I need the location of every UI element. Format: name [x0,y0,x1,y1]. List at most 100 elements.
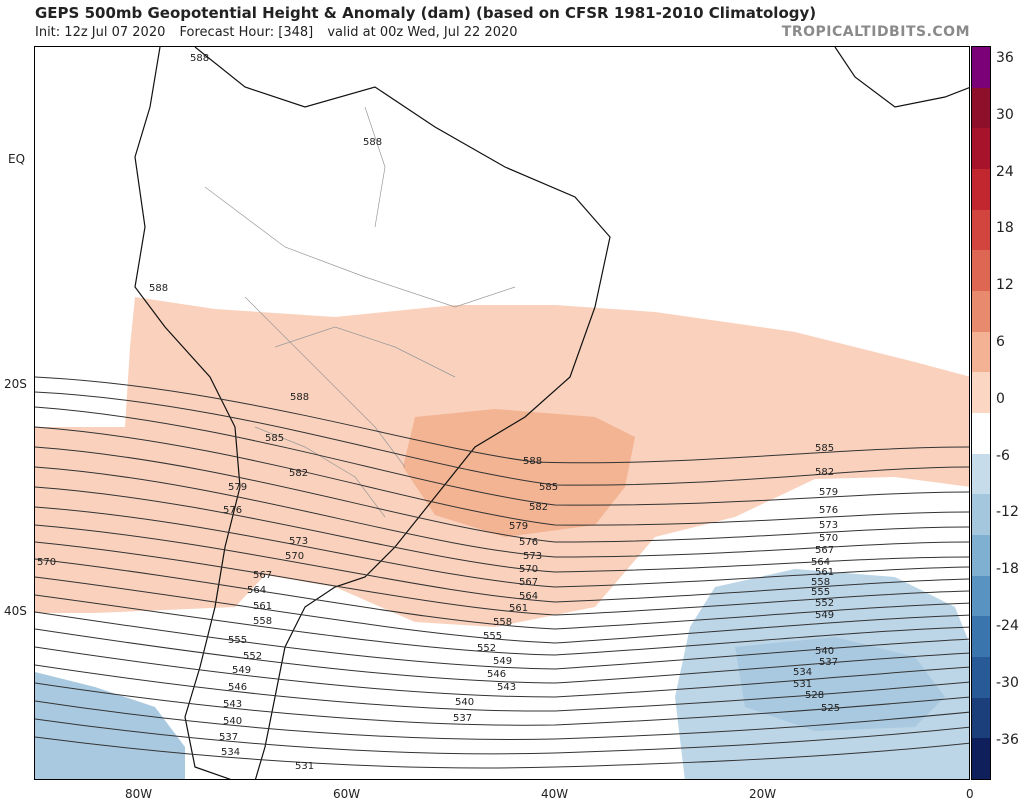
contour-label-right-8: 564 [811,557,830,568]
negative-anomaly-west [35,672,185,779]
colorbar-label: -12 [996,504,1019,521]
colorbar-label: -30 [996,674,1019,691]
map-canvas: 588 588 588 585 582 579 576 573 570 567 … [35,47,969,779]
contour-label-right-9: 561 [815,567,834,578]
contour-label-left-6: 573 [289,536,308,547]
contour-label-left-2: 585 [265,433,284,444]
contour-label-left-1: 588 [290,392,309,403]
lat-label-eq: EQ [8,152,26,166]
anomaly-colorbar [971,46,991,780]
contour-label-right-7: 567 [815,545,834,556]
contour-label-left-17: 543 [223,699,242,710]
forecast-hour: Forecast Hour: [348] [179,25,314,40]
contour-label-right-10: 558 [811,577,830,588]
colorbar-segment [972,616,990,658]
contour-label-center-1: 588 [523,456,542,467]
contour-label-right-15: 537 [819,657,838,668]
contour-label-center-15: 546 [487,669,506,680]
lon-label-20w: 20W [749,787,777,801]
lon-label-40w: 40W [541,787,569,801]
contour-label-right-5: 573 [819,520,838,531]
contour-label-left-18: 540 [223,716,242,727]
contour-label-center-8: 567 [519,577,538,588]
colorbar-segment [972,657,990,699]
contour-label-right-14: 540 [815,646,834,657]
contour-label-center-6: 573 [523,551,542,562]
contour-label-left-10: 564 [247,585,266,596]
colorbar-label: 36 [996,50,1014,66]
contour-label-left-7: 570 [285,551,304,562]
colorbar-segment [972,535,990,577]
contour-label-right-19: 525 [821,703,840,714]
contour-label-left-16: 546 [228,682,247,693]
colorbar-segment [972,169,990,211]
colorbar-segment [972,250,990,292]
contour-label-top-2: 588 [363,137,382,148]
contour-label-left-5: 576 [223,505,242,516]
map-subtitle: Init: 12z Jul 07 2020 Forecast Hour: [34… [35,25,528,40]
contour-label-right-13: 549 [815,610,834,621]
contour-label-center-4: 579 [509,521,528,532]
contour-label-left-14: 552 [243,651,262,662]
contour-label-left-21: 531 [295,761,314,772]
contour-label-right-18: 528 [805,690,824,701]
lat-label-40s: 40S [4,604,27,618]
colorbar-label: 30 [996,106,1014,123]
contour-label-right-16: 534 [793,667,812,678]
colorbar-segment [972,87,990,129]
lat-label-20s: 20S [4,377,27,391]
contour-label-right-17: 531 [793,679,812,690]
brand-watermark: TROPICALTIDBITS.COM [781,24,970,40]
colorbar-label: 24 [996,163,1014,180]
contour-label-right-2: 582 [815,467,834,478]
colorbar-segment [972,697,990,739]
contour-label-left-19: 537 [219,732,238,743]
colorbar-segment [972,372,990,414]
height-contours [35,376,969,769]
colorbar-segment [972,453,990,495]
contour-label-left-3: 582 [289,468,308,479]
contour-label-left-15: 549 [232,665,251,676]
contour-label-left-11: 561 [253,601,272,612]
map-panel: 588 588 588 585 582 579 576 573 570 567 … [34,46,970,780]
colorbar-label: -36 [996,731,1019,748]
contour-label-top-1: 588 [190,53,209,64]
init-time: Init: 12z Jul 07 2020 [35,25,166,40]
colorbar-label: -24 [996,618,1019,634]
lon-label-60w: 60W [333,787,361,801]
contour-label-right-4: 576 [819,505,838,516]
country-borders [204,106,516,518]
contour-label-center-3: 582 [529,502,548,513]
colorbar-label: 6 [996,334,1005,350]
contour-label-right-11: 555 [811,587,830,598]
contour-label-center-14: 549 [493,656,512,667]
valid-time: valid at 00z Wed, Jul 22 2020 [327,25,518,40]
contour-label-left-4: 579 [228,482,247,493]
contour-label-center-16: 543 [497,682,516,693]
colorbar-label: -18 [996,561,1019,578]
colorbar-segment [972,575,990,617]
contour-label-center-12: 555 [483,631,502,642]
contour-label-center-10: 561 [509,603,528,614]
colorbar-label: 0 [996,390,1005,407]
contour-label-left-12: 558 [253,616,272,627]
lon-label-80w: 80W [125,787,153,801]
colorbar-label: -6 [996,447,1010,464]
colorbar-segment [972,494,990,536]
contour-label-center-17: 540 [455,697,474,708]
coastline [134,47,969,779]
contour-label-left-8: 570 [37,557,56,568]
colorbar-segment [972,209,990,251]
contour-label-right-1: 585 [815,443,834,454]
contour-label-center-13: 552 [477,643,496,654]
contour-label-center-18: 537 [453,713,472,724]
negative-anomaly-east-core [735,637,945,731]
contour-label-right-3: 579 [819,487,838,498]
contour-label-left-9: 567 [253,570,272,581]
contour-label-left-20: 534 [221,747,240,758]
colorbar-segment [972,291,990,333]
colorbar-segment [972,128,990,170]
colorbar-segment [972,738,990,780]
contour-label-center-5: 576 [519,537,538,548]
contour-label-center-2: 585 [539,482,558,493]
